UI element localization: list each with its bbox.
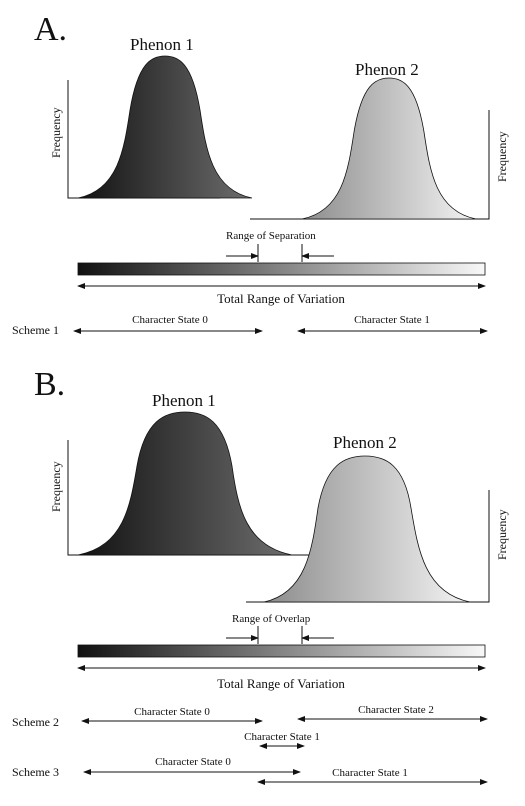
scheme-label: Scheme 2 <box>12 715 59 729</box>
total-range-label: Total Range of Variation <box>217 291 345 306</box>
character-state-label: Character State 0 <box>155 756 231 768</box>
panel-letter: A. <box>34 11 67 48</box>
frequency-axis-label-right: Frequency <box>495 509 509 560</box>
phenon-2-curve <box>301 77 477 220</box>
frequency-axis-label-right: Frequency <box>495 131 509 182</box>
character-state-label: Character State 1 <box>244 731 320 743</box>
phenon-2-label: Phenon 2 <box>333 433 397 452</box>
character-state-label: Character State 1 <box>354 314 430 326</box>
total-range-label: Total Range of Variation <box>217 676 345 691</box>
character-state-label: Character State 1 <box>332 767 408 779</box>
panel-a: A. Phenon 1 Phenon 2 Frequency Frequency… <box>12 11 509 337</box>
frequency-axis-label-left: Frequency <box>49 107 63 158</box>
phenon-2-label: Phenon 2 <box>355 60 419 79</box>
frequency-axis-label-left: Frequency <box>49 461 63 512</box>
scheme-label: Scheme 3 <box>12 765 59 779</box>
panel-letter: B. <box>34 366 65 403</box>
range-label: Range of Overlap <box>232 613 311 625</box>
phenon-1-curve <box>77 55 253 199</box>
variation-gradient-bar <box>77 262 486 276</box>
scheme-label: Scheme 1 <box>12 323 59 337</box>
variation-gradient-bar <box>77 644 486 658</box>
character-state-label: Character State 2 <box>358 704 434 716</box>
phenon-1-label: Phenon 1 <box>152 391 216 410</box>
character-state-label: Character State 0 <box>134 706 210 718</box>
range-label: Range of Separation <box>226 230 316 242</box>
phenon-1-curve <box>77 411 293 556</box>
phenon-1-label: Phenon 1 <box>130 35 194 54</box>
phenon-2-curve <box>263 455 471 603</box>
character-state-label: Character State 0 <box>132 314 208 326</box>
panel-b: B. Phenon 1 Phenon 2 Frequency Frequency… <box>12 366 509 785</box>
